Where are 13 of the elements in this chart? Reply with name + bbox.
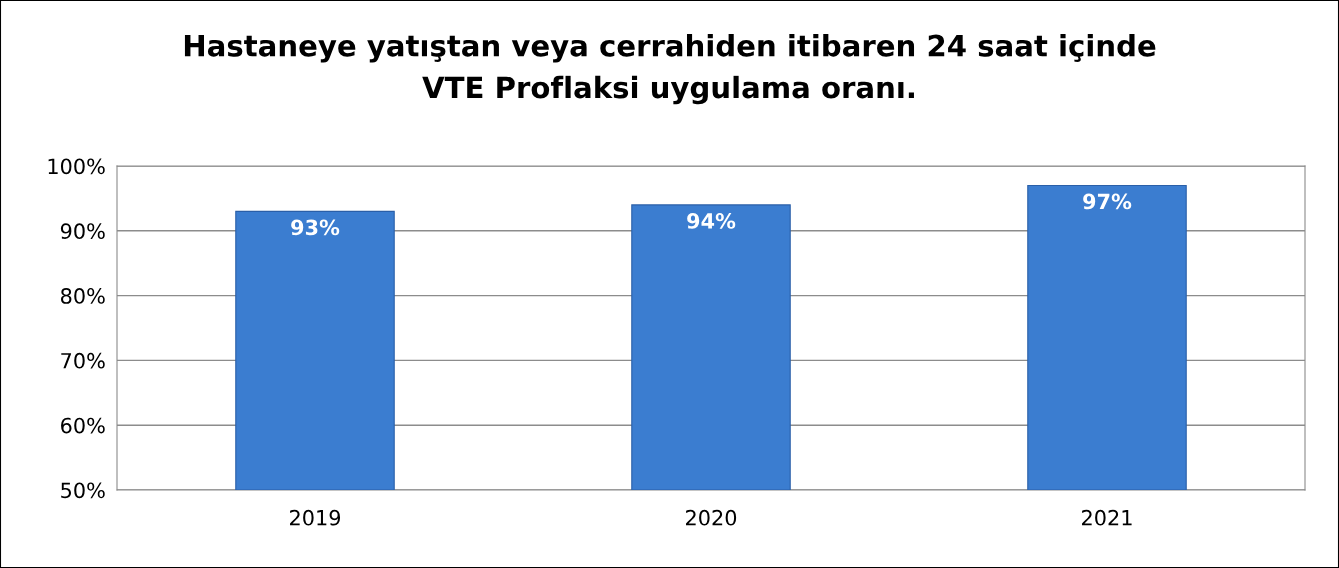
y-tick-label: 50% — [61, 482, 105, 499]
y-tick-label: 90% — [60, 223, 105, 240]
data-label: 97% — [1083, 193, 1132, 210]
y-tick-label: 100% — [48, 158, 105, 175]
chart-title: Hastaneye yatıştan veya cerrahiden itibaren 24 saat içinde VTE Proflaksi uygulama oranı. — [184, 34, 1156, 105]
x-tick-label: 2020 — [686, 509, 737, 526]
data-label: 93% — [291, 219, 340, 236]
y-tick-label: 70% — [61, 352, 105, 369]
x-tick-label: 2019 — [290, 509, 341, 526]
data-label: 94% — [687, 213, 736, 229]
y-tick-label: 60% — [61, 417, 105, 434]
x-tick-label: 2021 — [1082, 509, 1132, 526]
y-tick-label: 80% — [61, 288, 105, 304]
